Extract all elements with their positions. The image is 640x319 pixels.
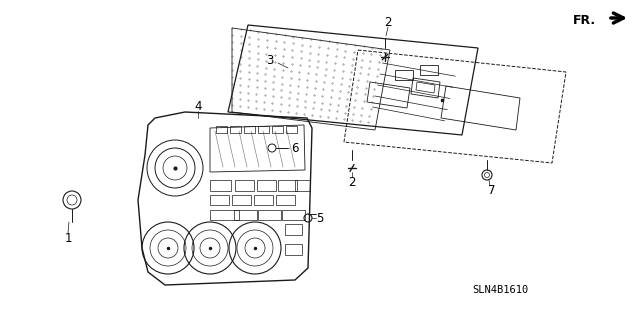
Text: 1: 1 xyxy=(64,232,72,244)
Text: 3: 3 xyxy=(266,54,274,66)
Text: 7: 7 xyxy=(488,183,496,197)
Text: SLN4B1610: SLN4B1610 xyxy=(472,285,528,295)
Text: 2: 2 xyxy=(348,175,356,189)
Text: FR.: FR. xyxy=(573,13,596,26)
Text: 4: 4 xyxy=(195,100,202,113)
Text: 6: 6 xyxy=(291,142,299,154)
Text: 2: 2 xyxy=(384,16,392,28)
Text: 5: 5 xyxy=(316,211,324,225)
